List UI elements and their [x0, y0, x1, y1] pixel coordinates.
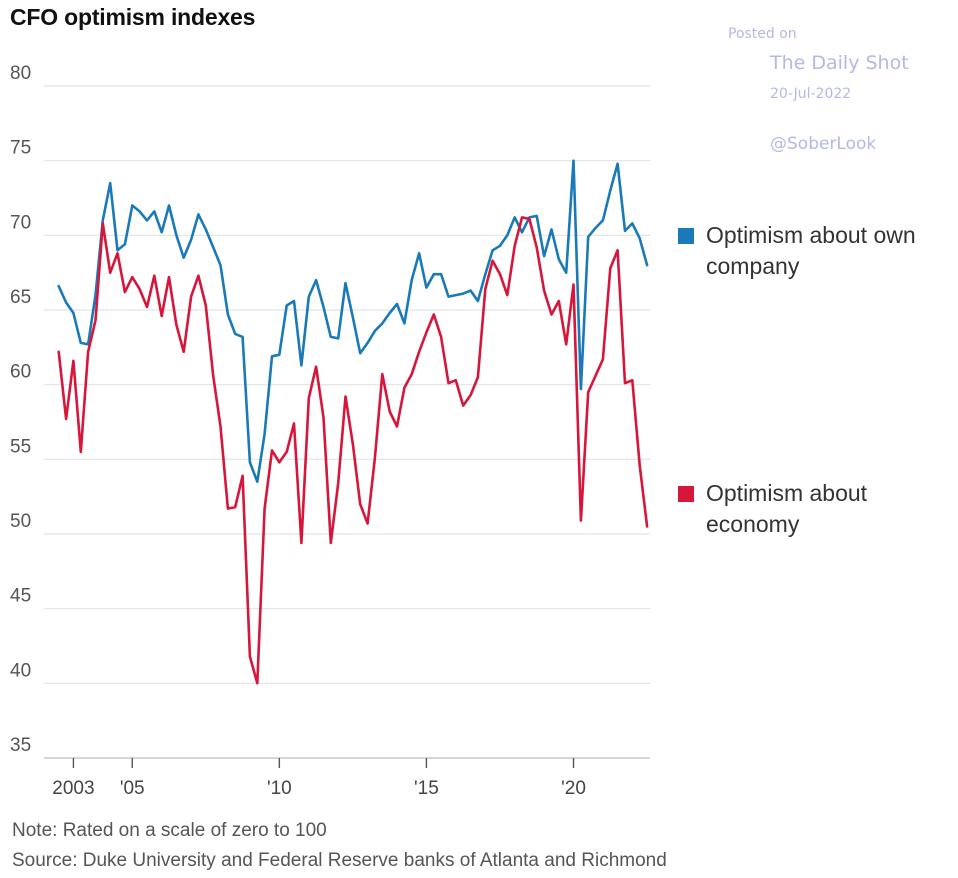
y-tick-label-35: 35	[10, 735, 31, 756]
y-tick-label-65: 65	[10, 287, 31, 308]
watermark-site-name: The Daily Shot	[770, 52, 909, 74]
watermark-posted-on: Posted on	[728, 26, 797, 42]
legend-swatch-own-company	[678, 228, 694, 244]
y-tick-label-60: 60	[10, 362, 31, 383]
series-line-1	[57, 216, 649, 685]
y-tick-label-55: 55	[10, 436, 31, 457]
chart-title: CFO optimism indexes	[10, 4, 256, 30]
series-line-0	[57, 159, 649, 483]
legend-item-own-company: Optimism about own company	[678, 220, 951, 282]
chart-source: Source: Duke University and Federal Rese…	[12, 850, 667, 871]
y-tick-label-80: 80	[10, 63, 31, 84]
x-tick-label-1: '05	[120, 778, 145, 799]
series-lines	[57, 159, 649, 685]
legend-item-economy: Optimism about economy	[678, 478, 951, 540]
x-tick-label-3: '15	[414, 778, 439, 799]
y-tick-label-40: 40	[10, 660, 31, 681]
watermark-handle: @SoberLook	[770, 134, 877, 154]
x-tick-label-4: '20	[561, 778, 586, 799]
legend-label-own-company: Optimism about own company	[706, 222, 916, 279]
y-axis-labels: 35 40 45 50 55 60 65 70 75 80	[10, 63, 31, 756]
watermark-date: 20-Jul-2022	[770, 86, 852, 102]
x-tick-label-2: '10	[267, 778, 292, 799]
y-tick-label-45: 45	[10, 586, 31, 607]
chart-note: Note: Rated on a scale of zero to 100	[12, 820, 327, 841]
legend-label-economy: Optimism about economy	[706, 480, 868, 537]
legend-swatch-economy	[678, 486, 694, 502]
x-tick-label-0: 2003	[52, 778, 94, 799]
y-tick-label-50: 50	[10, 511, 31, 532]
y-tick-label-75: 75	[10, 138, 31, 159]
x-axis: 2003 '05 '10 '15 '20	[52, 758, 586, 799]
gridlines	[44, 85, 650, 759]
y-tick-label-70: 70	[10, 212, 31, 233]
